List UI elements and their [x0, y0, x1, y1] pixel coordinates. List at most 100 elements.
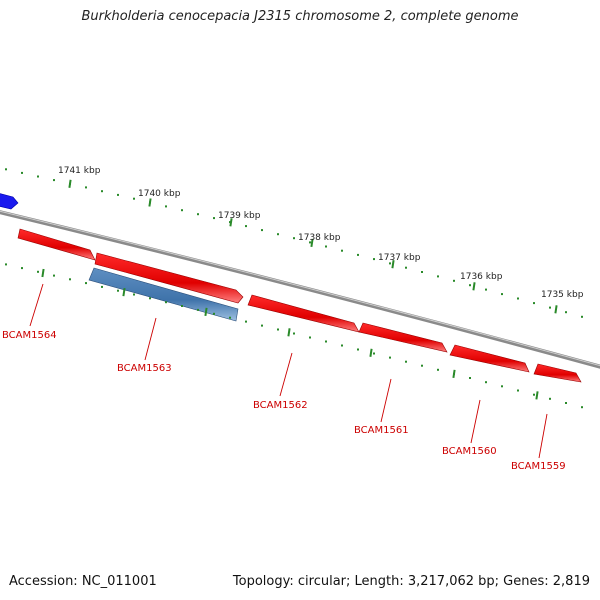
minor-tick: [421, 271, 423, 273]
scale-label: 1739 kbp: [218, 211, 261, 221]
minor-tick: [437, 275, 439, 278]
minor-tick: [165, 205, 167, 208]
minor-tick: [469, 284, 471, 287]
minor-tick: [261, 229, 263, 232]
scale-label: 1741 kbp: [58, 166, 101, 176]
minor-tick: [501, 385, 503, 388]
minor-tick: [437, 368, 439, 371]
gene-BCAM1562[interactable]: [247, 294, 360, 333]
minor-tick: [517, 297, 519, 300]
scale-label: 1738 kbp: [298, 233, 341, 243]
minor-tick: [389, 356, 391, 359]
minor-tick: [533, 393, 535, 396]
minor-tick: [341, 249, 343, 252]
minor-tick: [5, 263, 7, 266]
minor-tick: [549, 397, 551, 400]
minor-tick: [181, 209, 183, 212]
minor-tick: [181, 305, 183, 307]
gene-BCAM1563b[interactable]: [94, 252, 244, 304]
minor-tick: [325, 340, 327, 343]
scale-label: 1736 kbp: [460, 272, 503, 282]
minor-tick: [373, 352, 375, 355]
minor-tick: [37, 270, 39, 273]
minor-tick: [469, 377, 471, 379]
minor-tick: [213, 217, 215, 220]
scale-label: 1735 kbp: [541, 290, 584, 300]
minor-tick: [197, 308, 199, 311]
gene-BCAM1561[interactable]: [358, 322, 448, 353]
minor-tick: [5, 168, 7, 171]
major-tick: [41, 268, 45, 278]
minor-tick: [85, 282, 87, 285]
major-tick: [472, 282, 476, 291]
minor-tick: [165, 301, 167, 304]
minor-tick: [133, 293, 135, 296]
minor-tick: [101, 190, 103, 193]
major-tick: [535, 391, 539, 400]
minor-tick: [581, 406, 583, 409]
minor-tick: [197, 213, 199, 216]
major-tick: [369, 348, 373, 357]
minor-tick: [357, 348, 359, 351]
major-tick: [229, 218, 233, 227]
minor-tick: [373, 258, 375, 261]
minor-tick: [213, 312, 215, 315]
minor-tick: [485, 381, 487, 384]
outer-scale-ruler: 1741 kbp 1740 kbp 1739 kbp 1738 kbp 1737…: [5, 166, 584, 318]
minor-tick: [549, 306, 551, 309]
minor-tick: [229, 221, 231, 224]
offscreen-gene-arrow[interactable]: [0, 193, 19, 210]
minor-tick: [53, 179, 55, 182]
minor-tick: [533, 302, 535, 305]
map-title: Burkholderia cenocepacia J2315 chromosom…: [81, 9, 519, 24]
gene-label: BCAM1559: [511, 461, 566, 472]
minor-tick: [277, 233, 279, 236]
minor-tick: [389, 262, 391, 265]
chromosome-backbone: [0, 210, 600, 369]
major-tick: [148, 198, 152, 207]
minor-tick: [581, 315, 583, 318]
minor-tick: [245, 225, 247, 228]
gene-BCAM1560[interactable]: [449, 344, 530, 373]
minor-tick: [21, 267, 23, 270]
minor-tick: [117, 289, 119, 292]
minor-tick: [117, 193, 119, 196]
minor-tick: [277, 328, 279, 331]
inner-scale-ruler: [5, 263, 583, 409]
gene-label: BCAM1561: [354, 425, 409, 436]
gene-BCAM1563[interactable]: [88, 267, 239, 322]
minor-tick: [245, 320, 247, 323]
minor-tick: [405, 266, 407, 269]
genome-summary-text: Topology: circular; Length: 3,217,062 bp…: [232, 574, 590, 589]
minor-tick: [293, 237, 295, 240]
minor-tick: [149, 297, 151, 300]
major-tick: [391, 260, 395, 269]
accession-text: Accession: NC_011001: [9, 574, 157, 589]
gene-label: BCAM1562: [253, 400, 308, 411]
major-tick: [68, 179, 72, 188]
minor-tick: [501, 293, 503, 296]
minor-tick: [229, 316, 231, 319]
major-tick: [287, 328, 291, 337]
minor-tick: [357, 253, 359, 256]
minor-tick: [309, 336, 311, 339]
minor-tick: [37, 175, 39, 178]
scale-label: 1740 kbp: [138, 189, 181, 199]
gene-label: BCAM1564: [2, 330, 57, 341]
gene-label: BCAM1560: [442, 446, 497, 457]
label-leaders: [29, 283, 548, 459]
minor-tick: [341, 344, 343, 347]
minor-tick: [453, 279, 455, 282]
gene-BCAM1559[interactable]: [533, 363, 582, 383]
scale-label: 1737 kbp: [378, 253, 421, 263]
gene-BCAM1564[interactable]: [17, 228, 96, 261]
chromosome-backbone-highlight: [0, 210, 600, 367]
minor-tick: [85, 186, 87, 189]
major-tick: [452, 369, 456, 379]
minor-tick: [309, 241, 311, 244]
major-tick: [122, 287, 126, 297]
minor-tick: [421, 364, 423, 367]
minor-tick: [53, 274, 55, 277]
minor-tick: [485, 288, 487, 291]
